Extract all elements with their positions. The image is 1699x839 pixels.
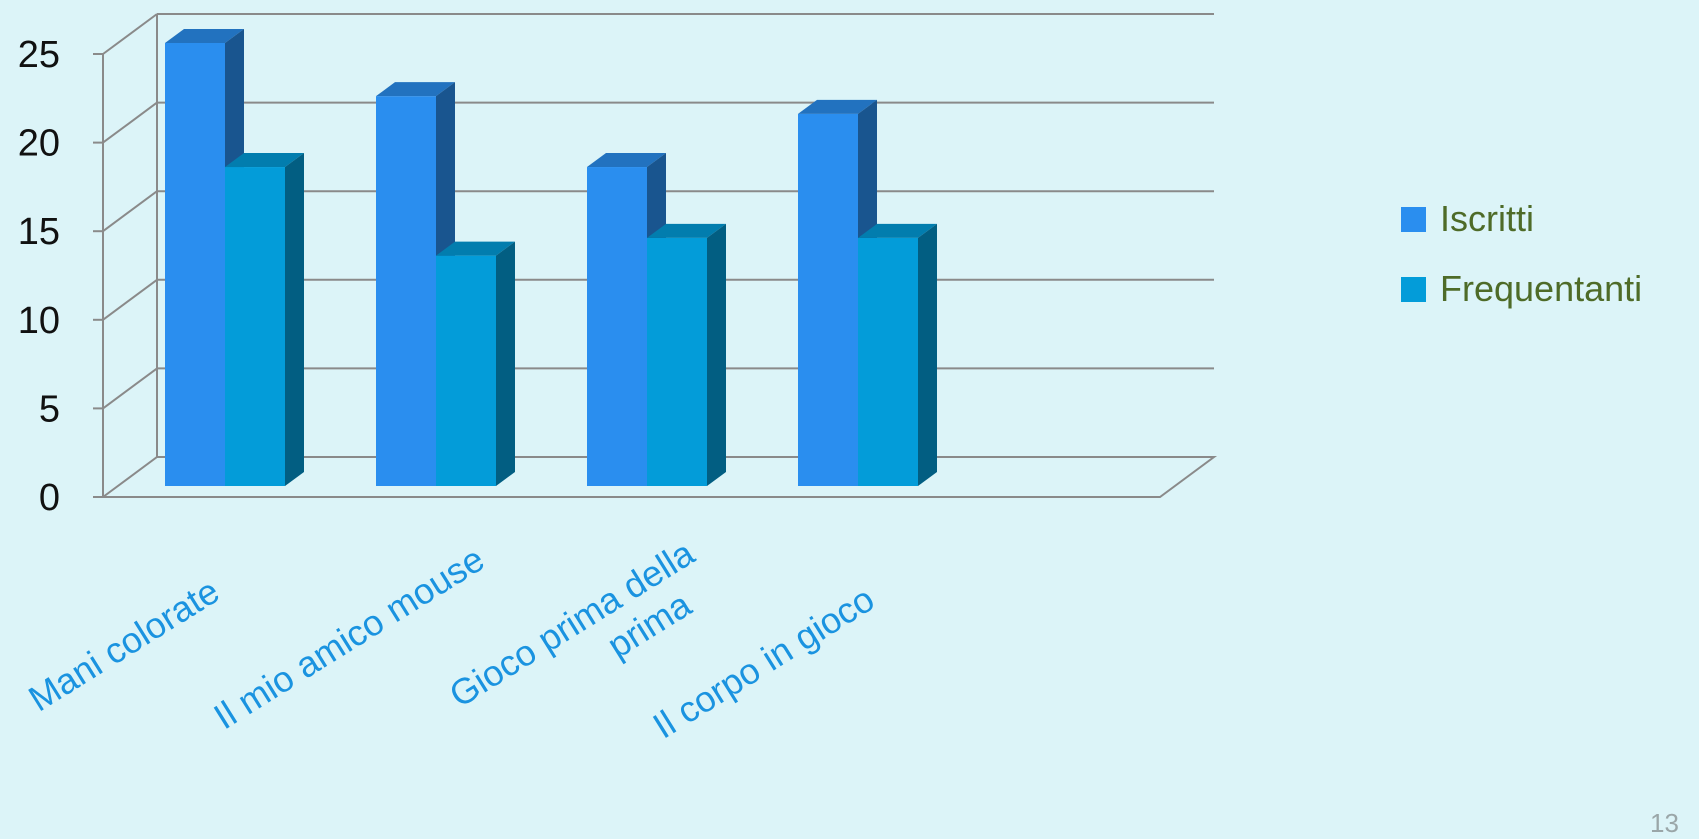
bar-top-face [858, 223, 937, 238]
chart-walls [99, 14, 1218, 498]
page-number: 13 [1650, 808, 1679, 838]
bar-top-face [376, 82, 455, 97]
floor [99, 456, 1218, 498]
gridline-diagonal-10 [102, 278, 158, 321]
bar-top-face [165, 29, 244, 43]
gridline-diagonal-5 [102, 367, 158, 410]
bar-frequentanti-2 [436, 241, 515, 486]
bar-top-face [436, 241, 515, 256]
bar-side-face [707, 223, 726, 487]
bar-front-face [858, 237, 918, 486]
bar-top-face [647, 223, 726, 238]
legend-label-iscritti: Iscritti [1440, 198, 1534, 239]
y-axis-ticks: 0 5 10 15 20 25 [18, 34, 60, 519]
gridline-diagonal-15 [102, 190, 158, 233]
bar-front-face [798, 113, 858, 486]
y-tick-label-5: 5 [39, 388, 60, 430]
bar-iscritti-4 [798, 99, 877, 486]
bar-frequentanti-1 [225, 153, 304, 487]
gridline-diagonal-25 [102, 13, 158, 55]
bar-frequentanti-4 [858, 223, 937, 487]
bars [165, 29, 937, 487]
bar-top-face [225, 153, 304, 168]
bar-frequentanti-3 [647, 223, 726, 487]
bar-top-face [587, 153, 666, 168]
gridline-diagonal-20 [102, 101, 158, 144]
legend-swatch-frequentanti [1401, 277, 1426, 302]
legend-label-frequentanti: Frequentanti [1440, 268, 1642, 309]
bar-side-face [496, 241, 515, 486]
bar-front-face [165, 43, 225, 486]
y-tick-label-20: 20 [18, 123, 60, 165]
y-tick-label-25: 25 [18, 34, 60, 76]
bar-side-face [285, 153, 304, 487]
legend: Iscritti Frequentanti [1401, 198, 1642, 309]
bar-front-face [376, 96, 436, 486]
bar-side-face [918, 223, 937, 487]
y-tick-label-0: 0 [39, 477, 60, 519]
bar-front-face [587, 167, 647, 487]
legend-swatch-iscritti [1401, 207, 1426, 232]
bar-front-face [436, 255, 496, 486]
bar-front-face [225, 167, 285, 487]
y-tick-label-10: 10 [18, 300, 60, 342]
category-label-1: Mani colorate [21, 570, 226, 719]
bar-iscritti-2 [376, 82, 455, 486]
bar-top-face [798, 99, 877, 114]
category-label-2: Il mio amico mouse [207, 538, 492, 737]
bar-front-face [647, 237, 707, 486]
y-tick-label-15: 15 [18, 211, 60, 253]
